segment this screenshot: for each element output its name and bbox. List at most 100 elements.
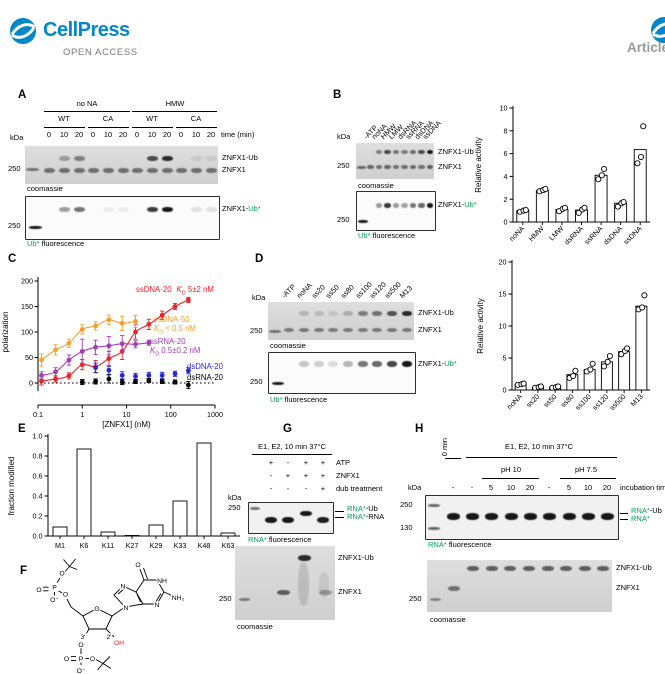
time-value: 0 xyxy=(90,130,96,139)
bar xyxy=(52,526,68,537)
data-point xyxy=(572,367,579,374)
legend-dsdna-20: dsDNA-20 xyxy=(187,362,223,371)
svg-text:ss50: ss50 xyxy=(541,392,558,409)
subgroup-label: WT xyxy=(58,114,70,123)
gel-fluorescence-a xyxy=(25,196,220,240)
svg-text:[ZNFX1] (nM): [ZNFX1] (nM) xyxy=(102,420,151,429)
kda-label: kDa xyxy=(337,132,351,141)
data-point xyxy=(601,363,608,370)
condition-value: + xyxy=(303,458,309,467)
svg-text:dsRNA: dsRNA xyxy=(562,224,585,247)
svg-text:HMW: HMW xyxy=(527,224,546,243)
atom-o: O xyxy=(90,656,95,663)
subgroup-underline xyxy=(132,127,173,128)
gel-band xyxy=(190,206,202,212)
legend-ssdna-50: ssDNA-50 KD < 0.5 nM xyxy=(154,315,196,336)
gel-band xyxy=(205,155,217,161)
svg-text:K48: K48 xyxy=(198,541,211,550)
bar xyxy=(124,535,140,537)
svg-text:150: 150 xyxy=(21,302,33,311)
data-point xyxy=(620,198,627,206)
bar xyxy=(618,351,631,391)
data-point xyxy=(542,185,549,192)
lane-value: 10 xyxy=(506,483,516,492)
data-point xyxy=(119,320,125,326)
svg-text:1000: 1000 xyxy=(207,410,223,419)
gel-band xyxy=(358,361,368,367)
gel-coomassie-g xyxy=(235,546,335,620)
gel-band xyxy=(484,512,498,520)
header-underline xyxy=(252,454,332,455)
svg-text:fraction modified: fraction modified xyxy=(7,457,16,516)
gel-band xyxy=(581,512,595,520)
svg-text:M13: M13 xyxy=(629,392,645,408)
gel-band xyxy=(299,327,309,333)
condition-value: + xyxy=(320,471,326,480)
gel-band xyxy=(523,565,535,571)
gel-marker-band xyxy=(29,226,42,229)
gel-band xyxy=(402,310,412,316)
gel-band xyxy=(190,167,202,173)
data-point xyxy=(66,340,72,346)
gel-band xyxy=(117,167,129,173)
condition-value: + xyxy=(320,458,326,467)
data-point xyxy=(172,371,178,377)
gel-caption: RNA* fluorescence xyxy=(428,540,492,549)
band-pointer-dash xyxy=(620,519,628,521)
data-point xyxy=(601,165,608,173)
svg-text:1: 1 xyxy=(80,410,84,419)
data-point xyxy=(39,357,44,363)
marker-250: 250 xyxy=(337,215,350,224)
gel-band xyxy=(190,155,202,161)
data-point xyxy=(133,318,138,324)
gel-band xyxy=(175,167,187,173)
data-point xyxy=(604,358,611,365)
data-point xyxy=(93,379,98,384)
gel-band xyxy=(384,202,391,208)
condition-row-label: dub treatment xyxy=(336,484,383,493)
data-point xyxy=(561,204,568,211)
ph75-label: pH 7.5 xyxy=(574,465,598,474)
bar xyxy=(172,500,188,537)
band-label: ZNFX1-Ub* xyxy=(222,204,261,213)
marker-250: 250 xyxy=(409,594,422,603)
data-point xyxy=(555,383,562,390)
panel-b-label: B xyxy=(333,89,342,101)
svg-text:10: 10 xyxy=(123,410,131,419)
gel-band xyxy=(523,512,537,520)
data-point xyxy=(172,379,178,385)
gel-band xyxy=(328,361,338,367)
band-label: RNA*-Ub xyxy=(347,504,378,513)
band-label: ZNFX1 xyxy=(418,325,442,334)
data-point xyxy=(133,329,138,335)
gel-band xyxy=(367,164,374,170)
lane-value: 5 xyxy=(488,483,494,492)
svg-text:100: 100 xyxy=(165,410,177,419)
series-dsDNA-20 xyxy=(93,362,191,380)
gel-band xyxy=(448,585,460,591)
svg-text:K29: K29 xyxy=(150,541,163,550)
gel-band xyxy=(409,164,417,170)
data-point xyxy=(520,380,527,387)
gel-band xyxy=(375,149,383,155)
data-point xyxy=(79,348,85,354)
svg-text:dsDNA: dsDNA xyxy=(602,224,625,247)
marker-250: 250 xyxy=(400,500,413,509)
band-label: RNA*-RNA xyxy=(347,512,385,521)
svg-text:K11: K11 xyxy=(102,541,114,550)
atom-nh: NH xyxy=(157,578,167,585)
data-point xyxy=(637,153,645,161)
marker-250: 250 xyxy=(8,164,21,173)
data-point xyxy=(537,383,544,390)
bond-lines xyxy=(43,558,174,671)
gel-band xyxy=(392,164,400,170)
bar xyxy=(196,442,212,537)
data-point xyxy=(93,365,98,371)
condition-value: + xyxy=(285,471,291,480)
time-value: 20 xyxy=(162,130,172,139)
gel-band xyxy=(284,327,294,333)
panel-d-label: D xyxy=(255,253,264,265)
gel-band xyxy=(426,164,434,170)
gel-band xyxy=(401,164,408,170)
svg-text:ss100: ss100 xyxy=(573,392,593,412)
